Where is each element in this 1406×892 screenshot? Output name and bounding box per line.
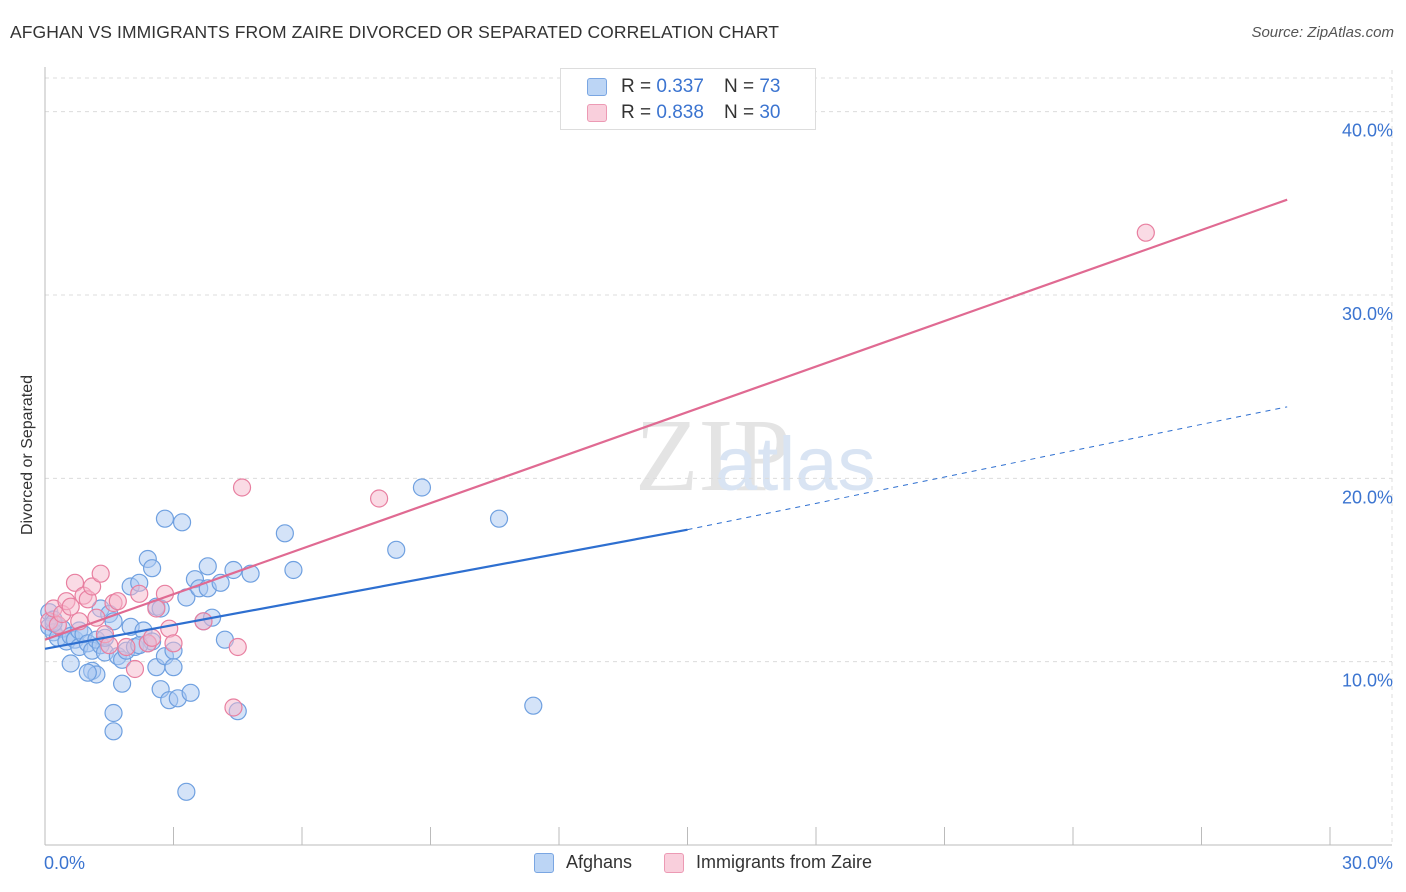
legend-swatch-afghans bbox=[587, 78, 607, 96]
legend-item-afghans: Afghans bbox=[533, 852, 633, 873]
point-zaire bbox=[91, 564, 110, 583]
point-zaire bbox=[125, 659, 145, 679]
point-afghans bbox=[387, 540, 406, 559]
y-tick-label: 40.0% bbox=[1342, 121, 1393, 141]
chart-title: AFGHAN VS IMMIGRANTS FROM ZAIRE DIVORCED… bbox=[10, 22, 780, 42]
trend-line-zaire bbox=[44, 198, 1288, 641]
legend-n-label: N = bbox=[723, 102, 755, 123]
legend-row-zaire: R = 0.838 N = 30 bbox=[587, 101, 780, 125]
point-afghans bbox=[78, 663, 97, 682]
point-zaire bbox=[370, 489, 389, 508]
legend-item-zaire: Immigrants from Zaire bbox=[664, 852, 872, 873]
legend-swatch-zaire bbox=[587, 104, 607, 122]
legend-n-label: N = bbox=[723, 76, 755, 97]
point-afghans bbox=[104, 722, 123, 741]
point-afghans bbox=[412, 478, 432, 497]
point-zaire bbox=[232, 478, 252, 497]
point-zaire bbox=[130, 584, 149, 603]
y-tick-label: 20.0% bbox=[1342, 487, 1393, 507]
data-points bbox=[40, 223, 1155, 801]
legend-n-value: 30 bbox=[759, 102, 781, 123]
y-tick-label: 10.0% bbox=[1342, 671, 1393, 691]
legend-swatch-zaire bbox=[664, 852, 685, 873]
point-zaire bbox=[117, 637, 136, 657]
watermark-zip: ZIP bbox=[635, 398, 791, 513]
legend-r-value: 0.337 bbox=[656, 76, 704, 97]
watermark-atlas: atlas bbox=[715, 422, 876, 507]
point-zaire bbox=[65, 573, 85, 592]
point-zaire bbox=[224, 698, 243, 717]
y-tick-label: 30.0% bbox=[1342, 304, 1393, 324]
trend-line-afghans-extension bbox=[687, 406, 1288, 531]
legend-swatch-afghans bbox=[533, 852, 554, 873]
source-credit: Source: ZipAtlas.com bbox=[1251, 24, 1394, 41]
point-zaire bbox=[228, 637, 247, 657]
point-afghans bbox=[275, 524, 294, 543]
series-legend: Afghans Immigrants from Zaire bbox=[0, 852, 1406, 873]
point-zaire bbox=[83, 577, 102, 596]
legend-r-label: R = bbox=[621, 102, 652, 123]
point-afghans bbox=[61, 654, 80, 673]
point-afghans bbox=[112, 674, 132, 693]
point-afghans bbox=[524, 696, 543, 715]
legend-r-value: 0.838 bbox=[656, 102, 704, 123]
point-zaire bbox=[1136, 223, 1155, 242]
point-afghans bbox=[284, 560, 303, 580]
legend-r-label: R = bbox=[621, 76, 652, 97]
point-afghans bbox=[172, 513, 192, 532]
point-afghans bbox=[489, 509, 509, 528]
legend-n-value: 73 bbox=[759, 76, 781, 97]
point-zaire bbox=[108, 592, 127, 611]
point-zaire bbox=[61, 597, 80, 616]
point-afghans bbox=[198, 557, 217, 576]
point-afghans bbox=[177, 782, 196, 801]
point-afghans bbox=[142, 559, 162, 578]
point-zaire bbox=[142, 628, 162, 647]
legend-row-afghans: R = 0.337 N = 73 bbox=[587, 75, 780, 99]
point-afghans bbox=[181, 683, 200, 702]
axes: 10.0% 20.0% 30.0% 40.0% 0.0% 30.0% bbox=[44, 67, 1393, 873]
point-afghans bbox=[104, 703, 123, 723]
x-tick-label: 30.0% bbox=[1342, 853, 1393, 873]
x-tick-label: 0.0% bbox=[44, 853, 85, 873]
trend-line-afghans bbox=[44, 528, 688, 650]
legend-label-afghans: Afghans bbox=[565, 852, 633, 872]
legend-label-zaire: Immigrants from Zaire bbox=[696, 852, 873, 872]
point-afghans bbox=[164, 658, 183, 677]
point-zaire bbox=[164, 634, 183, 653]
point-zaire bbox=[100, 636, 119, 655]
trend-lines bbox=[44, 198, 1288, 650]
correlation-legend: R = 0.337 N = 73 R = 0.838 N = 30 bbox=[560, 68, 816, 130]
point-afghans bbox=[155, 509, 175, 528]
